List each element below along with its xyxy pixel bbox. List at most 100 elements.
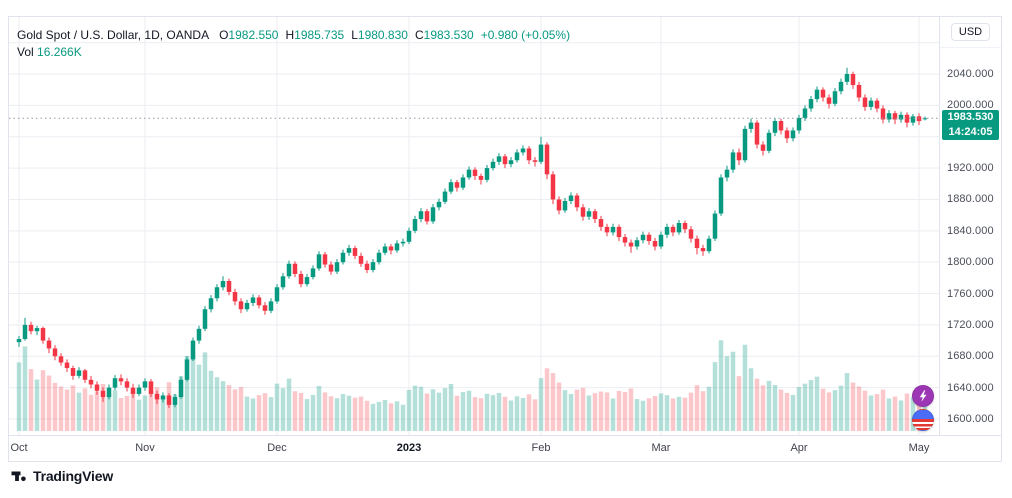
- candle: [874, 98, 880, 113]
- volume-bar: [52, 382, 58, 431]
- candle: [472, 167, 478, 180]
- volume-bar: [430, 389, 436, 431]
- candle: [280, 273, 286, 290]
- volume-bar: [718, 340, 724, 431]
- time-tick-label: Apr: [790, 442, 808, 454]
- candle: [46, 337, 52, 354]
- volume-bar: [196, 364, 202, 431]
- volume-bar: [580, 387, 586, 431]
- symbol-title[interactable]: Gold Spot / U.S. Dollar, 1D, OANDA: [17, 28, 210, 42]
- volume-bar: [418, 386, 424, 431]
- candle: [526, 146, 532, 165]
- candle: [268, 298, 274, 314]
- volume-bar: [922, 385, 928, 431]
- volume-value: 16.266K: [37, 45, 82, 59]
- volume-bar: [370, 403, 376, 431]
- candle: [262, 302, 268, 315]
- candle: [682, 220, 688, 234]
- volume-bar: [592, 393, 598, 431]
- volume-bar: [886, 398, 892, 431]
- tradingview-logo-text: TradingView: [33, 468, 114, 484]
- candle: [130, 383, 136, 398]
- legend-volume-row: Vol 16.266K: [17, 44, 570, 61]
- volume-bar: [748, 368, 754, 431]
- volume-bar: [442, 388, 448, 431]
- candle: [832, 88, 838, 107]
- volume-bar: [526, 394, 532, 431]
- candle: [106, 384, 112, 400]
- close-value: 1983.530: [423, 28, 474, 42]
- broker-flag-icon[interactable]: [912, 409, 934, 431]
- candle: [214, 284, 220, 302]
- candle: [694, 235, 700, 255]
- candle: [316, 251, 322, 271]
- currency-button[interactable]: USD: [950, 23, 991, 41]
- volume-bar: [382, 399, 388, 431]
- candle: [778, 118, 784, 135]
- volume-bar: [238, 387, 244, 431]
- candle: [196, 325, 202, 344]
- volume-bar: [682, 397, 688, 431]
- candle: [598, 215, 604, 231]
- candle: [388, 244, 394, 255]
- candle: [838, 78, 844, 95]
- candle: [178, 376, 184, 399]
- chart-area[interactable]: Gold Spot / U.S. Dollar, 1D, OANDA O1982.…: [9, 17, 939, 435]
- volume-bar: [502, 396, 508, 431]
- candle: [490, 158, 496, 171]
- candle: [100, 387, 106, 402]
- volume-bar: [508, 400, 514, 431]
- candles: [16, 67, 928, 409]
- candle: [424, 208, 430, 225]
- price-axis[interactable]: USD 2040.000 2000.000 1920.000 1880.000 1840…: [939, 17, 1001, 435]
- candle: [724, 165, 730, 182]
- price-tick-label: 1880.000: [947, 193, 994, 206]
- volume-bar: [256, 395, 262, 431]
- change-value: +0.980 (+0.05%): [480, 28, 571, 42]
- candle: [220, 276, 226, 291]
- time-axis[interactable]: Oct Nov Dec 2023 Feb Mar Apr May: [9, 435, 1001, 461]
- candle: [652, 237, 658, 251]
- high-value: 1985.735: [294, 28, 345, 42]
- volume-bar: [838, 385, 844, 431]
- candle: [664, 223, 670, 238]
- volume-bar: [712, 362, 718, 431]
- candle: [772, 117, 778, 136]
- volume-bar: [100, 383, 106, 431]
- volume-bar: [634, 399, 640, 431]
- candle: [754, 120, 760, 149]
- volume-bar: [358, 396, 364, 431]
- volume-bar: [814, 376, 820, 431]
- candle: [592, 208, 598, 223]
- volume-bar: [232, 389, 238, 431]
- candle: [58, 353, 64, 366]
- candle: [436, 198, 442, 211]
- candle: [334, 259, 340, 274]
- price-tick-label: 1680.000: [947, 350, 994, 363]
- quick-trade-lightning-icon[interactable]: [912, 385, 934, 407]
- volume-bar: [280, 388, 286, 431]
- candle: [34, 325, 40, 336]
- candle: [604, 223, 610, 237]
- candle: [886, 110, 892, 123]
- volume-bar: [268, 397, 274, 431]
- candle: [52, 345, 58, 361]
- volume-bar: [736, 376, 742, 431]
- candle: [352, 245, 358, 260]
- candle: [184, 356, 190, 382]
- volume-bars: [16, 340, 928, 431]
- volume-bar: [544, 368, 550, 431]
- candle: [718, 174, 724, 216]
- low-value: 1980.830: [357, 28, 408, 42]
- tradingview-logo[interactable]: TradingView: [10, 468, 113, 484]
- high-label: H: [285, 28, 295, 42]
- volume-bar: [436, 392, 442, 431]
- candle: [40, 326, 46, 344]
- open-label: O: [219, 28, 229, 42]
- price-tick-label: 2000.000: [947, 99, 994, 112]
- volume-bar: [58, 386, 64, 431]
- candlestick-chart[interactable]: [9, 17, 939, 435]
- volume-bar: [250, 398, 256, 431]
- candle: [16, 335, 22, 347]
- volume-bar: [574, 389, 580, 431]
